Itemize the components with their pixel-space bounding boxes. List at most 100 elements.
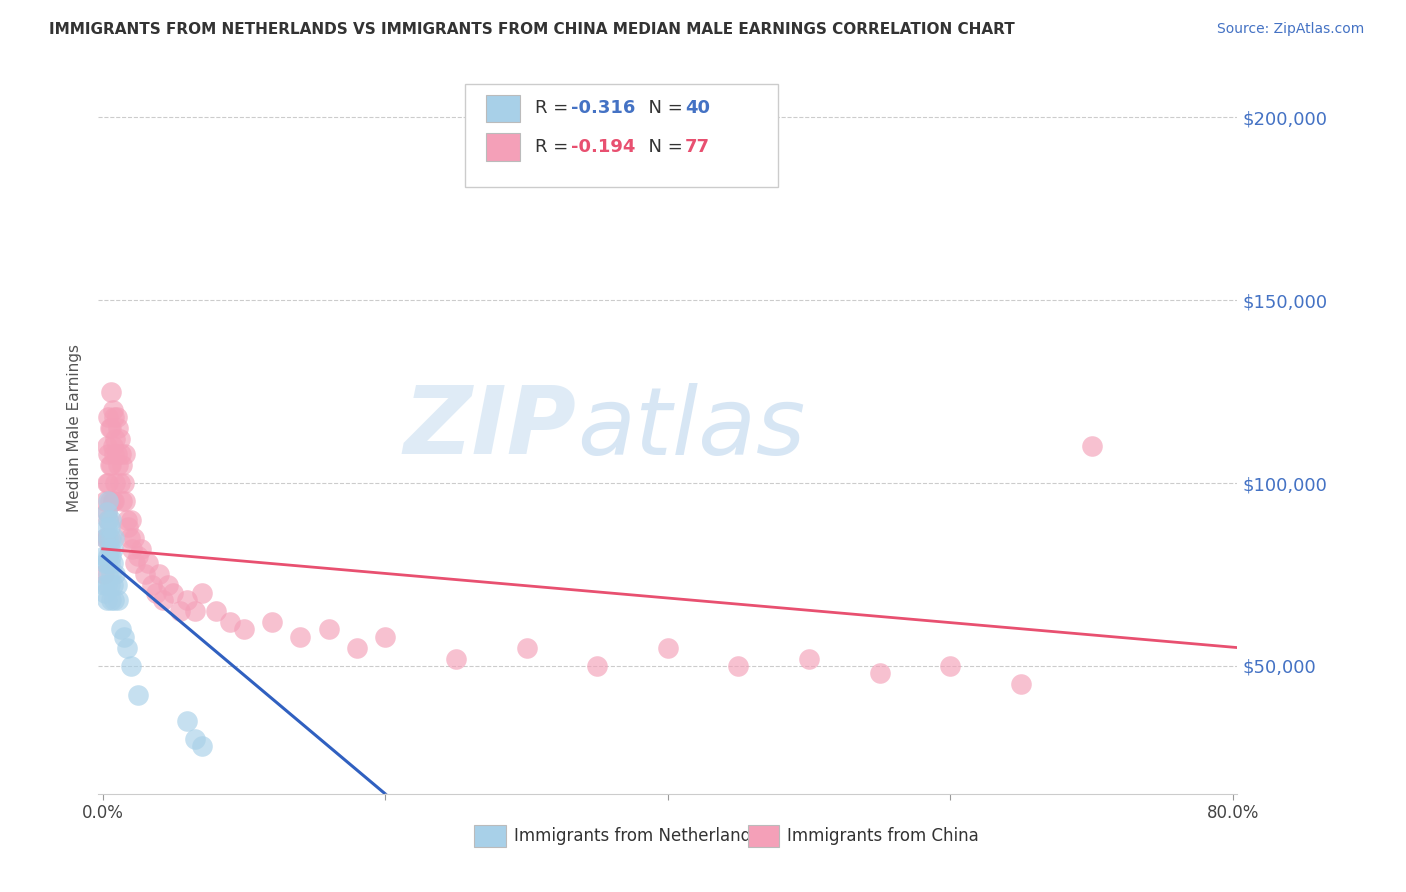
Point [100,512,122,526]
Bar [485,134,520,161]
Point [96,593,118,607]
Point [97,410,120,425]
Point [120,512,142,526]
Point [94,585,117,599]
Point [100,421,122,435]
Point [120,658,142,673]
Point [110,447,132,461]
Point [101,557,124,571]
Point [101,402,124,417]
Point [869,666,891,681]
Point [657,640,679,655]
Point [97,512,120,526]
Point [103,593,125,607]
Point [262,615,284,629]
Point [105,447,128,461]
Point [98,494,121,508]
Text: 77: 77 [685,137,710,155]
Point [112,630,135,644]
Text: N =: N = [637,99,689,117]
Point [190,585,212,599]
Point [183,604,205,618]
Point [152,593,174,607]
Point [115,640,138,655]
Bar [474,824,506,847]
Point [204,604,226,618]
Point [108,432,131,446]
Point [108,475,131,490]
Point [117,520,139,534]
Point [101,578,124,592]
Point [176,593,198,607]
Point [318,623,340,637]
Point [122,531,145,545]
Point [94,531,117,545]
Point [96,531,118,545]
Point [134,567,156,582]
Point [101,439,124,453]
Point [114,447,136,461]
Point [98,458,121,472]
Point [97,512,120,526]
Text: IMMIGRANTS FROM NETHERLANDS VS IMMIGRANTS FROM CHINA MEDIAN MALE EARNINGS CORREL: IMMIGRANTS FROM NETHERLANDS VS IMMIGRANT… [49,22,1015,37]
Bar [485,95,520,122]
Point [162,585,184,599]
Point [156,578,179,592]
Point [107,458,129,472]
Point [94,557,117,571]
Point [118,531,141,545]
Point [107,593,129,607]
Point [797,651,820,665]
Point [444,651,467,665]
Point [96,578,118,592]
Point [96,439,118,453]
Point [121,541,143,556]
Text: Source: ZipAtlas.com: Source: ZipAtlas.com [1216,22,1364,37]
Point [103,447,125,461]
Point [111,494,134,508]
Y-axis label: Median Male Earnings: Median Male Earnings [67,344,83,512]
Point [145,585,167,599]
Point [114,494,136,508]
Text: Immigrants from China: Immigrants from China [787,827,979,845]
Point [124,557,146,571]
Point [346,640,368,655]
Point [96,505,118,519]
Point [93,549,115,564]
Point [93,578,115,592]
Point [104,432,127,446]
Point [233,623,256,637]
Point [939,658,962,673]
Point [105,410,128,425]
Point [1080,439,1102,453]
Text: R =: R = [534,137,574,155]
Point [183,731,205,746]
Point [104,475,127,490]
Bar [748,824,779,847]
Text: -0.316: -0.316 [571,99,636,117]
Point [98,520,121,534]
Point [290,630,312,644]
Point [127,688,149,702]
Point [96,475,118,490]
Text: -0.194: -0.194 [571,137,636,155]
Point [98,541,121,556]
Point [98,578,121,592]
Point [100,384,122,399]
Point [97,567,120,582]
Point [586,658,609,673]
Point [190,739,212,754]
Point [169,604,191,618]
Point [148,567,170,582]
Point [141,578,163,592]
Point [727,658,749,673]
Point [98,421,121,435]
Point [93,567,115,582]
Point [105,578,128,592]
Point [96,520,118,534]
Point [1010,677,1032,691]
Point [110,623,132,637]
Point [97,549,120,564]
Point [97,447,120,461]
Point [374,630,396,644]
